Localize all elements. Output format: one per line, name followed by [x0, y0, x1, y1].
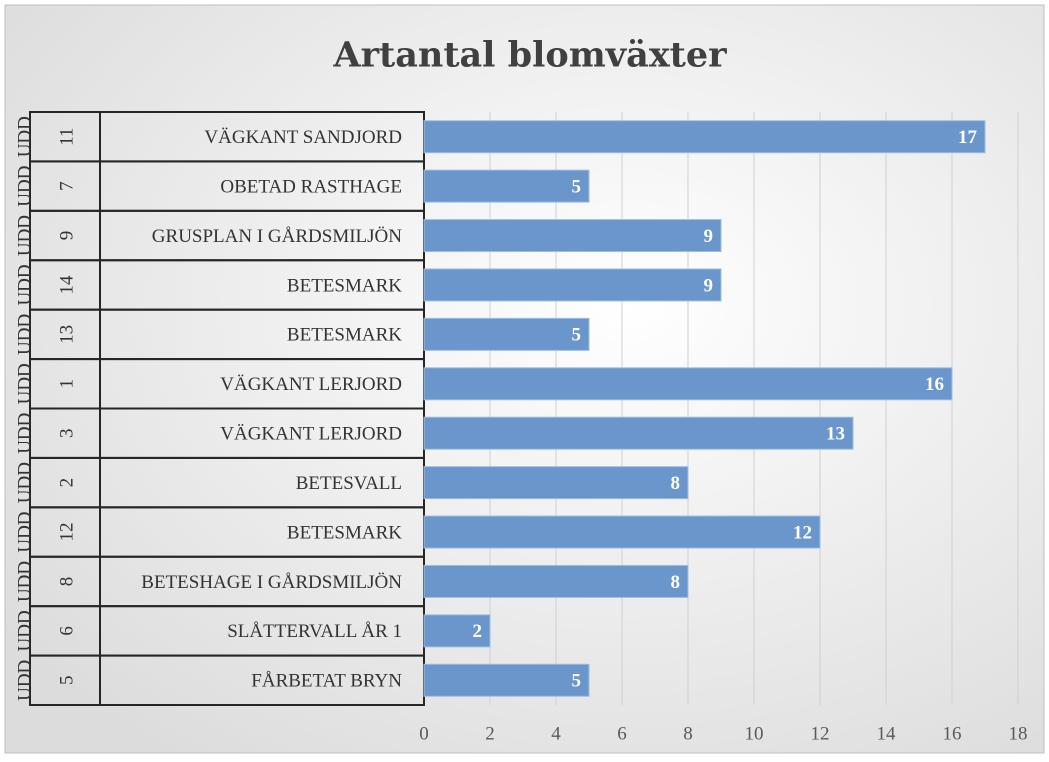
bar [423, 219, 722, 253]
value-label: 13 [826, 424, 845, 445]
group-label: 7 [56, 181, 77, 191]
outer-label: UDD [14, 462, 35, 503]
value-label: 16 [925, 374, 944, 395]
value-label: 9 [704, 226, 714, 247]
value-label: 17 [958, 127, 978, 148]
group-label: 2 [56, 478, 77, 488]
value-label: 5 [572, 325, 582, 346]
value-label: 12 [793, 522, 812, 543]
outer-label: UDD [14, 314, 35, 355]
bar [423, 120, 986, 154]
category-label: BETESVALL [296, 473, 402, 494]
x-tick-label: 8 [683, 723, 693, 744]
outer-label: UDD [14, 264, 35, 305]
x-tick-label: 6 [617, 723, 627, 744]
outer-label: UDD [14, 215, 35, 256]
group-label: 13 [56, 325, 77, 344]
bar [423, 367, 953, 401]
category-label: GRUSPLAN I GÅRDSMILJÖN [152, 226, 402, 247]
group-label: 8 [56, 577, 77, 587]
group-box [29, 654, 101, 706]
outer-label: UDD [14, 561, 35, 602]
x-tick-label: 16 [943, 723, 962, 744]
x-tick-label: 10 [745, 723, 764, 744]
group-label: 12 [56, 523, 77, 542]
category-label: BETESHAGE I GÅRDSMILJÖN [141, 572, 402, 593]
x-tick-label: 14 [877, 723, 897, 744]
bar [423, 416, 854, 450]
group-label: 14 [56, 275, 77, 295]
category-label: OBETAD RASTHAGE [220, 176, 402, 197]
bar [423, 317, 590, 351]
group-label: 5 [56, 676, 77, 686]
x-tick-label: 0 [419, 723, 429, 744]
bar [423, 268, 722, 302]
group-label: 9 [56, 231, 77, 241]
group-label: 1 [56, 379, 77, 389]
category-label: VÄGKANT LERJORD [220, 374, 402, 395]
value-label: 2 [473, 621, 483, 642]
value-label: 9 [704, 275, 714, 296]
group-label: 6 [56, 626, 77, 636]
bar [423, 169, 590, 203]
bar [423, 515, 821, 549]
outer-label: UDD [14, 363, 35, 404]
outer-label: UDD [14, 511, 35, 552]
group-label: 3 [56, 428, 77, 438]
category-label: VÄGKANT LERJORD [220, 424, 402, 445]
value-label: 8 [671, 473, 681, 494]
category-label: VÄGKANT SANDJORD [204, 127, 402, 148]
outer-label: UDD [14, 610, 35, 651]
value-label: 5 [572, 671, 582, 692]
chart-title: Artantal blomväxter [332, 35, 727, 76]
x-tick-label: 4 [551, 723, 561, 744]
value-label: 8 [671, 572, 681, 593]
outer-label: UDD [14, 413, 35, 454]
outer-label: UDD [14, 116, 35, 157]
group-label: 11 [56, 128, 77, 146]
value-label: 5 [572, 176, 582, 197]
outer-label: UDD [14, 660, 35, 701]
bar [423, 614, 491, 648]
x-tick-label: 18 [1009, 723, 1028, 744]
category-label: BETESMARK [287, 522, 402, 543]
category-label: BETESMARK [287, 275, 402, 296]
bar [423, 466, 689, 500]
x-tick-label: 2 [485, 723, 495, 744]
outer-label: UDD [14, 166, 35, 207]
category-label: FÅRBETAT BRYN [251, 671, 402, 692]
x-tick-label: 12 [811, 723, 830, 744]
category-label: SLÅTTERVALL ÅR 1 [227, 621, 402, 642]
category-label: BETESMARK [287, 325, 402, 346]
bar [423, 663, 590, 697]
bar [423, 564, 689, 598]
